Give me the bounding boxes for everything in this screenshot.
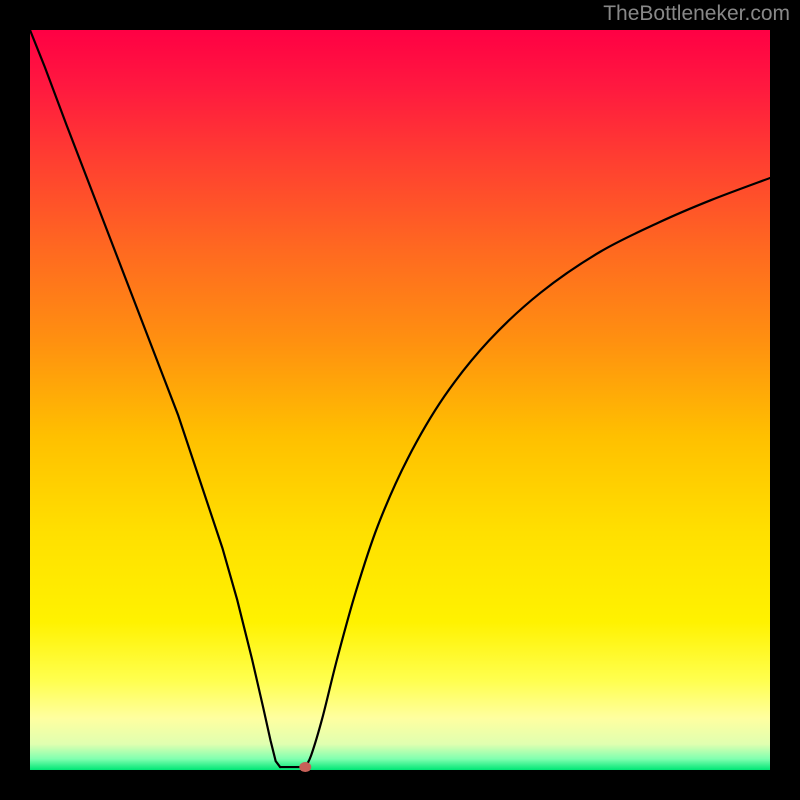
chart-container: TheBottleneker.com (0, 0, 800, 800)
optimal-point-marker (299, 762, 311, 772)
bottleneck-chart-svg (0, 0, 800, 800)
chart-background (30, 30, 770, 770)
watermark-text: TheBottleneker.com (603, 2, 790, 26)
